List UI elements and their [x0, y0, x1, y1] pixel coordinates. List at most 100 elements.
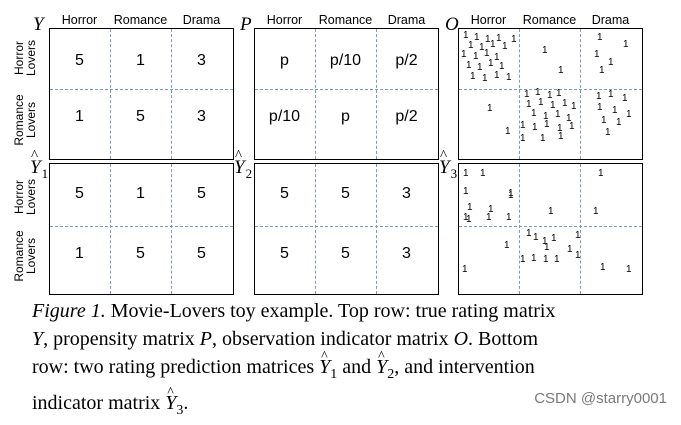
observation-mark: 1	[484, 48, 490, 59]
intervention-mark: 1	[504, 240, 510, 251]
observation-mark: 1	[496, 33, 502, 44]
cell: 5	[75, 185, 84, 202]
matrix-Y1: 5 1 5 1 5 5	[49, 163, 234, 295]
observation-mark: 1	[547, 90, 553, 101]
cell: 5	[136, 245, 145, 262]
observation-mark: 1	[558, 131, 564, 142]
observation-mark: 1	[488, 58, 494, 69]
observation-mark: 1	[608, 57, 614, 68]
cell: 5	[197, 245, 206, 262]
col-header-drama: Drama	[182, 13, 221, 27]
col-header-romance: Romance	[318, 13, 373, 27]
observation-mark: 1	[499, 61, 505, 72]
intervention-mark: 1	[480, 168, 486, 179]
matrix-label-Y1: ^ Y1	[30, 148, 49, 181]
observation-mark: 1	[623, 39, 629, 50]
intervention-mark: 1	[593, 206, 599, 217]
cell: 5	[280, 245, 289, 262]
observation-mark: 1	[473, 51, 479, 62]
observation-mark: 1	[526, 99, 532, 110]
observation-mark: 1	[505, 126, 511, 137]
cell: p/2	[395, 52, 418, 69]
observation-mark: 1	[612, 105, 618, 116]
intervention-mark: 1	[533, 232, 539, 243]
cell: 5	[341, 245, 350, 262]
col-header-drama: Drama	[591, 13, 630, 27]
observation-mark: 1	[506, 72, 512, 83]
intervention-mark: 1	[463, 212, 469, 223]
observation-mark: 1	[594, 49, 600, 60]
observation-mark: 1	[470, 71, 476, 82]
observation-mark: 1	[532, 122, 538, 133]
matrix-Y2: 5 5 3 5 5 3	[254, 163, 439, 295]
observation-mark: 1	[601, 115, 607, 126]
observation-mark: 1	[556, 88, 562, 99]
intervention-mark: 1	[488, 204, 494, 215]
cell: 5	[75, 52, 84, 69]
intervention-mark: 1	[598, 168, 604, 179]
intervention-mark: 1	[543, 254, 549, 265]
observation-mark: 1	[596, 91, 602, 102]
observation-mark: 1	[542, 45, 548, 56]
cell: 3	[402, 245, 411, 262]
observation-mark: 1	[520, 120, 526, 131]
observation-mark: 1	[479, 42, 485, 53]
intervention-mark: 1	[520, 254, 526, 265]
matrix-label-Y3: ^ Y3	[439, 148, 458, 181]
intervention-mark: 1	[575, 230, 581, 241]
intervention-mark: 1	[486, 212, 492, 223]
cell: 1	[136, 185, 145, 202]
observation-mark: 1	[571, 101, 577, 112]
intervention-mark: 1	[506, 212, 512, 223]
cell: p	[341, 108, 350, 125]
intervention-mark: 1	[463, 168, 469, 179]
observation-mark: 1	[520, 133, 526, 144]
observation-mark: 1	[538, 97, 544, 108]
intervention-mark: 1	[548, 206, 554, 217]
matrix-label-Y: Y	[33, 14, 44, 35]
intervention-mark: 1	[626, 264, 632, 275]
cell: 1	[136, 52, 145, 69]
intervention-mark: 1	[462, 264, 468, 275]
observation-mark: 1	[566, 113, 572, 124]
observation-mark: 1	[557, 123, 563, 134]
cell: p	[280, 52, 289, 69]
observation-mark: 1	[622, 93, 628, 104]
col-header-romance: Romance	[522, 13, 577, 27]
observation-mark: 1	[558, 65, 564, 76]
intervention-mark: 1	[508, 190, 514, 201]
cell: 5	[197, 185, 206, 202]
intervention-mark: 1	[463, 186, 469, 197]
cell: p/10	[268, 108, 301, 125]
observation-mark: 1	[597, 102, 603, 113]
col-header-drama: Drama	[387, 13, 426, 27]
observation-mark: 1	[597, 32, 603, 43]
cell: p/2	[395, 108, 418, 125]
cell: 3	[402, 185, 411, 202]
observation-mark: 1	[474, 32, 480, 43]
intervention-mark: 1	[551, 233, 557, 244]
intervention-mark: 1	[466, 214, 472, 225]
cell: 5	[136, 108, 145, 125]
col-header-horror: Horror	[266, 13, 303, 27]
observation-mark: 1	[562, 98, 568, 109]
observation-mark: 1	[511, 34, 517, 45]
observation-mark: 1	[540, 133, 546, 144]
cell: 5	[341, 185, 350, 202]
cell: 1	[75, 108, 84, 125]
cell: 1	[75, 245, 84, 262]
figure-label: Figure 1.	[32, 300, 106, 322]
matrix-label-O: O	[445, 14, 459, 35]
col-header-horror: Horror	[61, 13, 98, 27]
figure-caption: Figure 1. Movie-Lovers toy example. Top …	[32, 297, 652, 425]
intervention-mark: 1	[467, 202, 473, 213]
observation-mark: 1	[599, 65, 605, 76]
observation-mark: 1	[616, 117, 622, 128]
observation-mark: 1	[468, 40, 474, 51]
intervention-mark: 1	[554, 254, 560, 265]
observation-mark: 1	[482, 73, 488, 84]
intervention-mark: 1	[575, 250, 581, 261]
observation-mark: 1	[543, 111, 549, 122]
watermark: CSDN @starry0001	[534, 390, 667, 407]
